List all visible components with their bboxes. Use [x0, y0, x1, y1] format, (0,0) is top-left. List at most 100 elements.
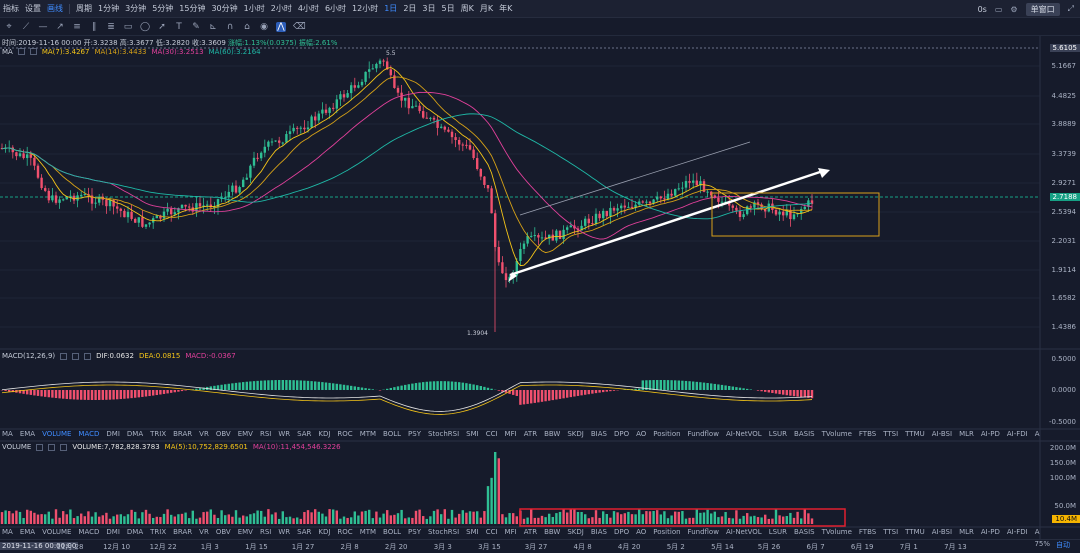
indicator-tab-vr[interactable]: VR: [199, 528, 209, 536]
indicator-tab-mfi[interactable]: MFI: [504, 430, 517, 438]
macd-settings-icon[interactable]: [72, 352, 80, 360]
indicator-tab-dma[interactable]: DMA: [126, 430, 144, 438]
indicator-tab-macd[interactable]: MACD: [78, 528, 100, 536]
indicator-tab-ai-pd[interactable]: AI-PD: [980, 528, 1000, 536]
indicator-tab-ema[interactable]: EMA: [19, 528, 36, 536]
layout-icon[interactable]: ▭: [994, 4, 1003, 14]
indicator-tab-ttmu[interactable]: TTMU: [905, 430, 925, 438]
indicator-tab-ai-netvol[interactable]: AI-NetVOL: [725, 528, 762, 536]
indicator-tab-cci[interactable]: CCI: [485, 430, 498, 438]
topbar-item-1[interactable]: 设置: [25, 3, 41, 13]
indicator-tab-atr[interactable]: ATR: [523, 528, 538, 536]
hline-tool-icon[interactable]: —: [38, 21, 48, 32]
indicator-tab-bias[interactable]: BIAS: [590, 528, 607, 536]
topbar-item-3[interactable]: 周期: [76, 3, 92, 13]
indicator-tab-skdj[interactable]: SKDJ: [567, 430, 584, 438]
indicator-tab-psy[interactable]: PSY: [408, 430, 421, 438]
indicator-tab-smi[interactable]: SMI: [466, 430, 479, 438]
indicator-tab-sar[interactable]: SAR: [297, 430, 312, 438]
topbar-item-14[interactable]: 1日: [384, 3, 398, 13]
indicator-tab-fundflow[interactable]: Fundflow: [687, 430, 719, 438]
indicator-tab-macd[interactable]: MACD: [78, 430, 100, 438]
topbar-item-4[interactable]: 1分钟: [98, 3, 120, 13]
measure-tool-icon[interactable]: ⊾: [209, 21, 217, 32]
indicator-tab-obv[interactable]: OBV: [215, 430, 231, 438]
indicator-tab-bbw[interactable]: BBW: [544, 430, 561, 438]
topbar-item-0[interactable]: 指标: [3, 3, 19, 13]
indicator-tab-emv[interactable]: EMV: [237, 430, 253, 438]
indicator-tab-roc[interactable]: ROC: [337, 430, 353, 438]
indicator-tab-lsur[interactable]: LSUR: [768, 528, 788, 536]
indicator-tab-kdj[interactable]: KDJ: [318, 528, 331, 536]
indicator-tab-tvolume[interactable]: TVolume: [821, 528, 852, 536]
topbar-item-18[interactable]: 周K: [460, 3, 474, 13]
arrow-tool-icon[interactable]: ➚: [158, 21, 166, 32]
topbar-item-12[interactable]: 6小时: [324, 3, 347, 13]
indicator-tab-dpo[interactable]: DPO: [613, 528, 630, 536]
indicator-tab-volume[interactable]: VOLUME: [42, 528, 72, 536]
indicator-tab-fundflow[interactable]: Fundflow: [687, 528, 719, 536]
indicator-tab-volume[interactable]: VOLUME: [42, 430, 72, 438]
indicator-tab-position[interactable]: Position: [653, 430, 681, 438]
topbar-item-15[interactable]: 2日: [403, 3, 417, 13]
indicator-tab-mtm[interactable]: MTM: [359, 528, 377, 536]
topbar-item-8[interactable]: 30分钟: [211, 3, 238, 13]
topbar-item-19[interactable]: 月K: [479, 3, 494, 13]
indicator-tab-ema[interactable]: EMA: [19, 430, 36, 438]
indicator-tab-ai-bsi[interactable]: AI-BSI: [931, 430, 953, 438]
indicator-tab-trix[interactable]: TRIX: [150, 430, 167, 438]
indicator-tab-emv[interactable]: EMV: [237, 528, 253, 536]
text-tool-icon[interactable]: T: [176, 21, 182, 32]
magnet-tool-icon[interactable]: ∩: [226, 21, 234, 32]
volume-close-icon[interactable]: [60, 443, 68, 451]
circle-tool-icon[interactable]: ◯: [140, 21, 151, 32]
indicator-tab-mfi[interactable]: MFI: [504, 528, 517, 536]
indicator-tab-rsi[interactable]: RSI: [259, 528, 272, 536]
topbar-item-17[interactable]: 5日: [441, 3, 455, 13]
rect-tool-icon[interactable]: ▭: [123, 21, 133, 32]
indicator-tab-ai-li[interactable]: AI-LI: [1034, 528, 1040, 536]
parallel-tool-icon[interactable]: ∥: [91, 21, 97, 32]
indicator-tab-bias[interactable]: BIAS: [590, 430, 607, 438]
indicator-tab-vr[interactable]: VR: [199, 430, 209, 438]
indicator-tab-mtm[interactable]: MTM: [359, 430, 377, 438]
indicator-tab-ao[interactable]: AO: [636, 430, 647, 438]
eye-tool-icon[interactable]: ◉: [260, 21, 268, 32]
delete-tool-icon[interactable]: ⌫: [293, 21, 306, 32]
fib-tool-icon[interactable]: ≣: [107, 21, 115, 32]
indicator-tab-ai-bsi[interactable]: AI-BSI: [931, 528, 953, 536]
indicator-tab-mlr[interactable]: MLR: [959, 528, 974, 536]
indicator-tab-atr[interactable]: ATR: [523, 430, 538, 438]
indicator-tab-ai-netvol[interactable]: AI-NetVOL: [725, 430, 762, 438]
indicator-tab-dma[interactable]: DMA: [126, 528, 144, 536]
indicator-tab-boll[interactable]: BOLL: [383, 528, 402, 536]
indicator-tab-ma[interactable]: MA: [2, 528, 13, 536]
window-mode-button[interactable]: 单窗口: [1025, 2, 1060, 16]
settings-icon[interactable]: ⚙: [1010, 4, 1018, 14]
topbar-item-11[interactable]: 4小时: [297, 3, 319, 13]
topbar-item-2[interactable]: 画线: [47, 3, 63, 13]
indicator-tab-ao[interactable]: AO: [636, 528, 647, 536]
auto-scale-toggle[interactable]: 自动: [1056, 541, 1070, 549]
indicator-tab-kdj[interactable]: KDJ: [318, 430, 331, 438]
topbar-item-7[interactable]: 15分钟: [179, 3, 206, 13]
volume-visibility-icon[interactable]: [36, 443, 44, 451]
indicator-tab-mlr[interactable]: MLR: [959, 430, 974, 438]
indicator-tab-ai-li[interactable]: AI-LI: [1034, 430, 1040, 438]
lock-tool-icon[interactable]: ⌂: [244, 21, 250, 32]
topbar-item-13[interactable]: 12小时: [352, 3, 379, 13]
indicator-tab-wr[interactable]: WR: [278, 430, 291, 438]
topbar-item-9[interactable]: 1小时: [243, 3, 265, 13]
indicator-tab-skdj[interactable]: SKDJ: [567, 528, 584, 536]
line-tool-icon[interactable]: ⟋: [22, 21, 30, 32]
macd-visibility-icon[interactable]: [60, 352, 68, 360]
indicator-tab-basis[interactable]: BASIS: [794, 528, 815, 536]
indicator-tab-ai-fdi[interactable]: AI-FDI: [1006, 430, 1028, 438]
indicator-tab-brar[interactable]: BRAR: [173, 528, 193, 536]
topbar-item-10[interactable]: 2小时: [270, 3, 292, 13]
indicator-tab-ai-fdi[interactable]: AI-FDI: [1006, 528, 1028, 536]
indicator-tab-basis[interactable]: BASIS: [794, 430, 815, 438]
brush-tool-icon[interactable]: ✎: [192, 21, 200, 32]
indicator-tab-psy[interactable]: PSY: [408, 528, 421, 536]
indicator-tab-dpo[interactable]: DPO: [613, 430, 630, 438]
